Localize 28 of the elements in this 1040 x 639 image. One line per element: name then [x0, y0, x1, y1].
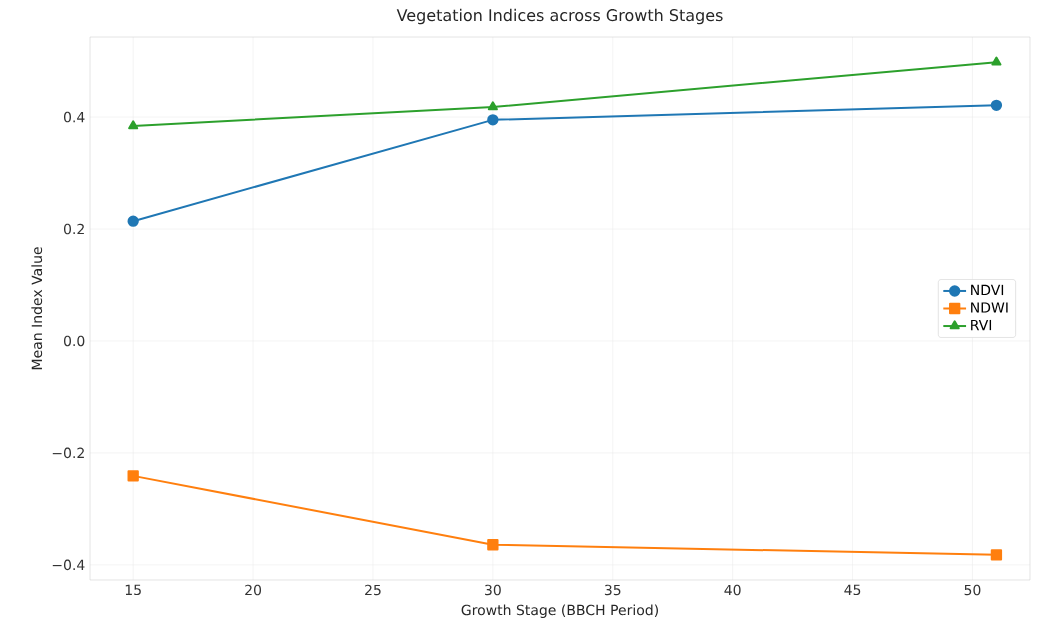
y-tick-label: 0.0 — [63, 335, 85, 347]
y-tick-label: 0.4 — [63, 111, 85, 123]
x-tick-label: 40 — [724, 584, 741, 596]
x-tick-label: 35 — [604, 584, 621, 596]
x-tick-label: 15 — [125, 584, 141, 596]
point — [990, 549, 1003, 561]
x-tick-label: 25 — [365, 584, 381, 596]
legend-label: RVI — [971, 319, 992, 331]
legend-label: NDWI — [971, 302, 1008, 313]
x-axis-title: Growth Stage (BBCH Period) — [461, 604, 658, 618]
legend-label: NDVI — [971, 284, 1004, 296]
y-tick-label: 0.2 — [63, 223, 84, 235]
chart-title: Vegetation Indices across Growth Stages — [396, 8, 723, 25]
y-tick-label: −0.2 — [52, 447, 84, 459]
x-tick-label: 30 — [485, 584, 501, 596]
point — [991, 56, 1002, 66]
x-tick-label: 45 — [844, 584, 861, 596]
point — [127, 470, 139, 482]
point — [127, 215, 139, 227]
x-tick-label: 20 — [245, 584, 262, 596]
x-tick-label: 50 — [964, 584, 981, 596]
point — [990, 99, 1003, 111]
point — [128, 120, 139, 130]
y-tick-label: −0.4 — [52, 559, 85, 571]
point — [487, 114, 499, 126]
point — [487, 539, 499, 551]
point — [487, 101, 498, 111]
y-axis-title: Mean Index Value — [31, 247, 43, 370]
